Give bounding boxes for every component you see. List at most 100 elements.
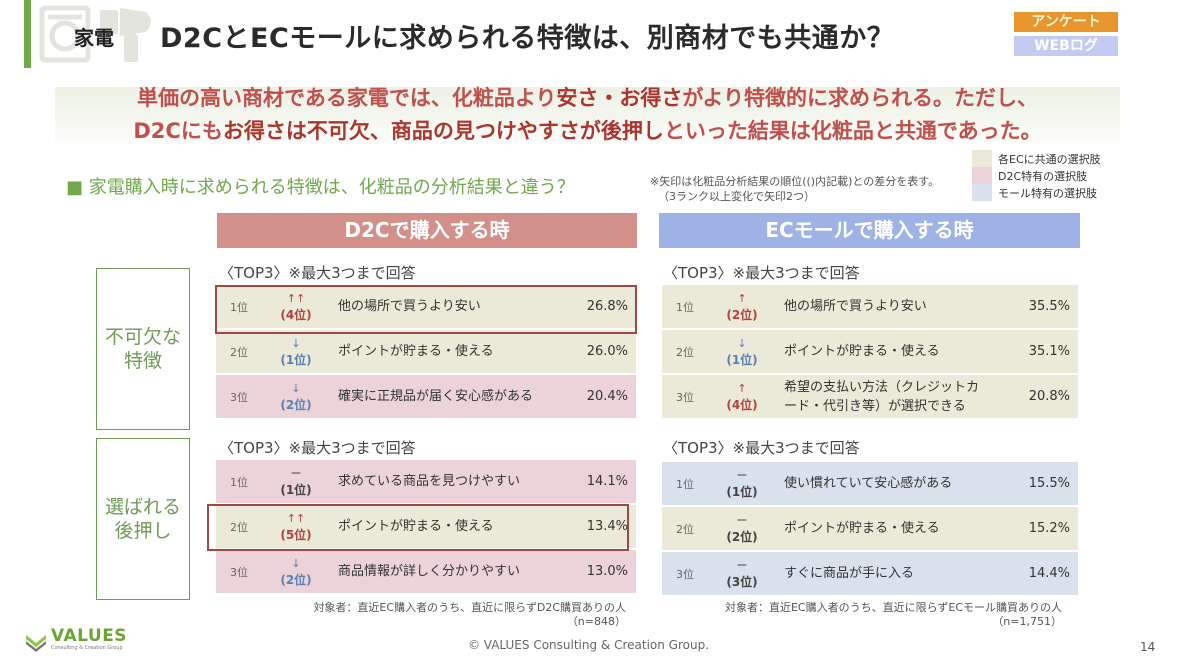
summary-part: D2Cにも: [133, 119, 223, 143]
rank-change: ー (2位): [712, 513, 772, 545]
rank: 3位: [230, 565, 248, 579]
page-title: D2CとECモールに求められる特徴は、別商材でも共通か？: [160, 23, 895, 54]
arrow-note: ※矢印は化粧品分析結果の順位(()内記載)との差分を表す。 （3ランク以上変化で…: [650, 174, 939, 204]
mall-push-table: 1位 ー (1位) 使い慣れていて安心感がある 15.5% 2位 ー (2位) ポイ…: [662, 462, 1078, 597]
logo-subtitle: Consulting & Creation Group: [51, 645, 123, 651]
no-change-dash-icon: ー: [290, 466, 302, 480]
mall-push-caption: 〈TOP3〉※最大3つまで回答: [663, 439, 860, 457]
table-row: 3位 ー (3位) すぐに商品が手に入る 14.4%: [662, 552, 1078, 597]
mall-essential-table: 1位 ↑ (2位) 他の場所で買うより安い 35.5% 2位 ↓ (1位) ポイント…: [662, 285, 1078, 420]
logo-text: VALUES: [51, 626, 128, 646]
rank-change: ー (3位): [712, 558, 772, 590]
section-title: ■ 家電購入時に求められる特徴は、化粧品の分析結果と違う？: [66, 177, 575, 198]
legend-label: 各ECに共通の選択肢: [998, 152, 1101, 166]
d2c-target-note: 対象者：直近EC購入者のうち、直近に限らずD2C購買ありの人 （n=848）: [216, 601, 626, 629]
target-line: 対象者：直近EC購入者のうち、直近に限らずECモール購買ありの人: [724, 601, 1062, 614]
percentage: 26.0%: [586, 344, 628, 359]
item-label: 希望の支払い方法（クレジットカード・代引き等）が選択できる: [784, 379, 980, 414]
percentage: 35.5%: [1028, 299, 1070, 314]
category-label: 家電: [74, 26, 114, 50]
percentage: 13.4%: [586, 519, 628, 534]
table-row: 1位 ↑↑ (4位) 他の場所で買うより安い 26.8%: [216, 285, 636, 330]
summary-emphasis: 安さ・お得さ: [556, 86, 683, 110]
group-label-text: 選ばれる 後押し: [104, 496, 181, 542]
d2c-column-header: D2Cで購入する時: [217, 213, 637, 248]
legend-item-mall: モール特有の選択肢: [972, 184, 1101, 201]
previous-rank: (5位): [280, 527, 312, 542]
rank: 1位: [230, 475, 248, 489]
previous-rank: (4位): [726, 397, 758, 412]
rank-change: ↓ (1位): [266, 336, 326, 368]
hair-dryer-icon: [100, 8, 151, 62]
rank-change: ↓ (2位): [266, 381, 326, 413]
table-row: 3位 ↓ (2位) 確実に正規品が届く安心感がある 20.4%: [216, 375, 636, 420]
rank-change: ↓ (1位): [712, 336, 772, 368]
table-row: 3位 ↑ (4位) 希望の支払い方法（クレジットカード・代引き等）が選択できる 2…: [662, 375, 1078, 420]
no-change-dash-icon: ー: [736, 558, 748, 572]
previous-rank: (2位): [726, 529, 758, 544]
rank-change: ↓ (2位): [266, 556, 326, 588]
legend: 各ECに共通の選択肢 D2C特有の選択肢 モール特有の選択肢: [972, 150, 1101, 201]
table-row: 1位 ー (1位) 求めている商品を見つけやすい 14.1%: [216, 460, 636, 505]
previous-rank: (1位): [726, 484, 758, 499]
table-row: 2位 ↓ (1位) ポイントが貯まる・使える 35.1%: [662, 330, 1078, 375]
summary-text: 単価の高い商材である家電では、化粧品より安さ・お得さがより特徴的に求められる。た…: [55, 82, 1120, 148]
rank-change: ↑↑ (4位): [266, 291, 326, 323]
arrow-down-icon: ↓: [291, 556, 301, 570]
logo-chevron-icon: [26, 635, 46, 652]
previous-rank: (4位): [280, 307, 312, 322]
d2c-push-table: 1位 ー (1位) 求めている商品を見つけやすい 14.1% 2位 ↑↑ (5位) …: [216, 460, 636, 595]
sample-size: （n=1,751）: [992, 615, 1062, 628]
mall-target-note: 対象者：直近EC購入者のうち、直近に限らずECモール購買ありの人 （n=1,75…: [662, 601, 1062, 629]
accent-bar: [24, 0, 31, 68]
mall-essential-caption: 〈TOP3〉※最大3つまで回答: [663, 264, 860, 282]
rank: 2位: [230, 520, 248, 534]
percentage: 26.8%: [586, 299, 628, 314]
group-label-push: 選ばれる 後押し: [96, 438, 190, 600]
table-row: 3位 ↓ (2位) 商品情報が詳しく分かりやすい 13.0%: [216, 550, 636, 595]
rank: 2位: [676, 345, 694, 359]
tag-survey: アンケート: [1014, 12, 1118, 32]
rank-change: ↑ (4位): [712, 381, 772, 413]
item-label: 他の場所で買うより安い: [338, 299, 481, 314]
legend-item-common: 各ECに共通の選択肢: [972, 150, 1101, 167]
rank-change: ー (1位): [712, 468, 772, 500]
page-number: 14: [1140, 640, 1156, 654]
arrow-up-double-icon: ↑↑: [286, 511, 306, 525]
arrow-down-icon: ↓: [737, 336, 747, 350]
rank: 3位: [676, 390, 694, 404]
item-label: ポイントが貯まる・使える: [338, 519, 494, 534]
tag-web-log: WEBログ: [1014, 36, 1118, 56]
rank: 3位: [676, 567, 694, 581]
note-line: （3ランク以上変化で矢印2つ）: [658, 190, 815, 203]
item-label: すぐに商品が手に入る: [784, 566, 915, 581]
rank: 1位: [676, 300, 694, 314]
item-label: 商品情報が詳しく分かりやすい: [338, 564, 521, 579]
summary-part: がより特徴的に求められる。ただし、: [682, 86, 1038, 110]
percentage: 14.4%: [1028, 566, 1070, 581]
previous-rank: (1位): [726, 352, 758, 367]
previous-rank: (2位): [726, 307, 758, 322]
rank: 2位: [676, 522, 694, 536]
table-row: 1位 ↑ (2位) 他の場所で買うより安い 35.5%: [662, 285, 1078, 330]
target-line: 対象者：直近EC購入者のうち、直近に限らずD2C購買ありの人: [313, 601, 626, 614]
percentage: 35.1%: [1028, 344, 1070, 359]
group-label-essential: 不可欠な 特徴: [96, 268, 190, 430]
summary-part: といった結果は化粧品と共通であった。: [663, 119, 1042, 143]
rank-change: ー (1位): [266, 466, 326, 498]
rank: 2位: [230, 345, 248, 359]
legend-swatch: [972, 184, 992, 201]
rank: 1位: [230, 300, 248, 314]
previous-rank: (2位): [280, 397, 312, 412]
item-label: 他の場所で買うより安い: [784, 299, 927, 314]
d2c-push-caption: 〈TOP3〉※最大3つまで回答: [219, 439, 416, 457]
rank: 1位: [676, 477, 694, 491]
arrow-down-icon: ↓: [291, 381, 301, 395]
percentage: 15.2%: [1028, 521, 1070, 536]
item-label: ポイントが貯まる・使える: [784, 521, 940, 536]
rank: 3位: [230, 390, 248, 404]
item-label: 求めている商品を見つけやすい: [338, 474, 521, 489]
table-row: 1位 ー (1位) 使い慣れていて安心感がある 15.5%: [662, 462, 1078, 507]
washing-machine-icon: [39, 5, 91, 63]
no-change-dash-icon: ー: [736, 468, 748, 482]
